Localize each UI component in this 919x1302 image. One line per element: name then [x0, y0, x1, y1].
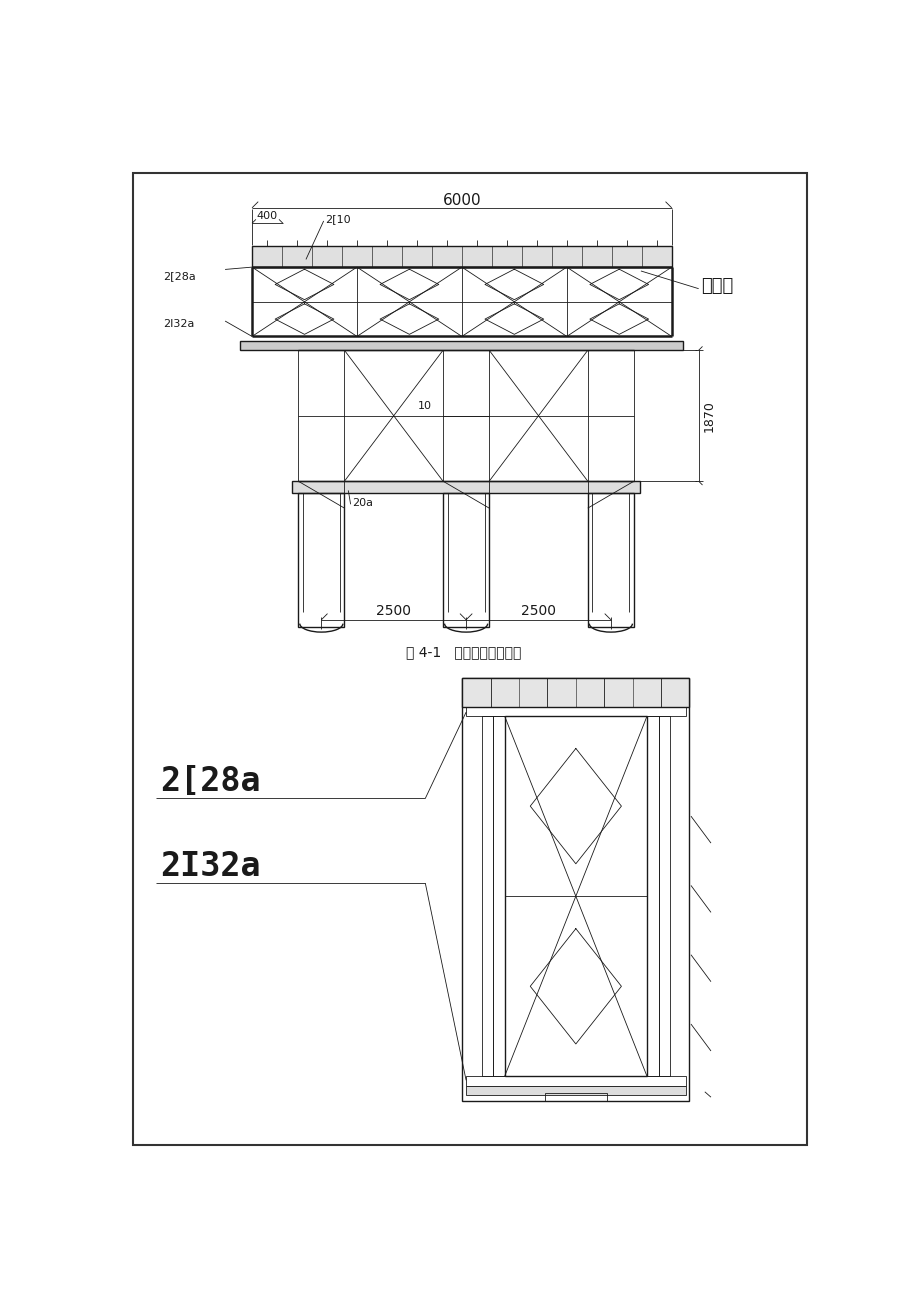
Bar	[466, 1077, 685, 1086]
Text: 2I32a: 2I32a	[164, 319, 195, 329]
Bar	[402, 246, 431, 267]
Text: 10: 10	[417, 401, 431, 411]
Bar	[443, 492, 489, 628]
Bar	[504, 716, 646, 1077]
Text: 20a: 20a	[352, 497, 373, 508]
Bar	[431, 246, 461, 267]
Bar	[466, 707, 685, 716]
Bar	[611, 246, 641, 267]
Text: 6000: 6000	[442, 193, 481, 207]
Bar	[581, 246, 611, 267]
Text: 图 4-1   销栈桥标准断面图: 图 4-1 销栈桥标准断面图	[405, 644, 521, 659]
Bar	[371, 246, 402, 267]
Text: 1870: 1870	[702, 400, 715, 432]
Bar	[312, 246, 342, 267]
Text: 400: 400	[256, 211, 278, 221]
Text: 2500: 2500	[520, 604, 555, 617]
Bar	[298, 492, 344, 628]
Bar	[518, 677, 575, 707]
Bar	[252, 246, 282, 267]
Bar	[481, 716, 493, 1077]
Bar	[291, 482, 640, 492]
Text: 2500: 2500	[376, 604, 411, 617]
Bar	[466, 1086, 685, 1095]
Bar	[461, 677, 518, 707]
Bar	[342, 246, 371, 267]
Bar	[632, 677, 688, 707]
Bar	[240, 341, 683, 350]
Bar	[461, 246, 492, 267]
Bar	[252, 246, 671, 267]
Text: 贝雷梁: 贝雷梁	[700, 277, 732, 296]
Bar	[658, 716, 669, 1077]
Bar	[521, 246, 551, 267]
Text: 2[28a: 2[28a	[164, 271, 196, 281]
Bar	[461, 677, 688, 707]
Bar	[544, 1094, 606, 1101]
Bar	[587, 492, 633, 628]
Bar	[461, 677, 688, 1101]
Bar	[646, 716, 658, 1077]
Text: 2I32a: 2I32a	[160, 850, 260, 883]
Bar	[575, 677, 632, 707]
Text: 2[10: 2[10	[324, 215, 350, 224]
Text: 2[28a: 2[28a	[160, 766, 260, 798]
Bar	[551, 246, 581, 267]
Bar	[493, 716, 504, 1077]
Bar	[641, 246, 671, 267]
Bar	[492, 246, 521, 267]
Bar	[282, 246, 312, 267]
